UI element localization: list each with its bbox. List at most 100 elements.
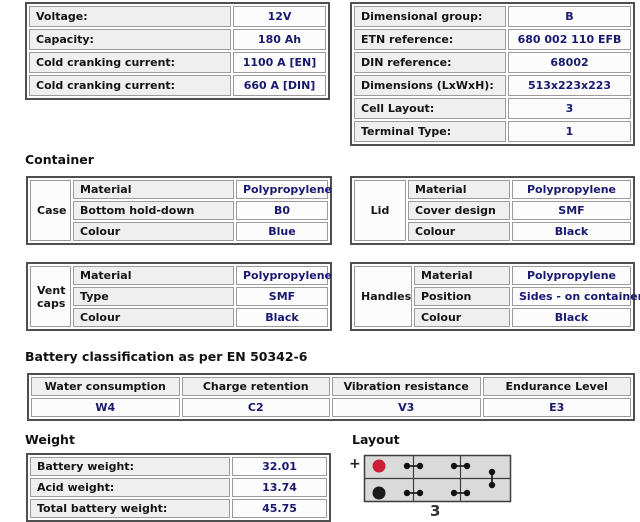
spec-table-general: Voltage: 12V Capacity: 180 Ah Cold crank…: [25, 2, 330, 100]
spec-value: 68002: [508, 52, 631, 73]
positive-terminal-dot: [372, 459, 386, 473]
spec-label: Terminal Type:: [354, 121, 506, 142]
table-row: Colour Black: [354, 308, 631, 327]
table-row: Voltage: 12V: [29, 6, 326, 27]
section-heading-classification: Battery classification as per EN 50342-6: [25, 349, 308, 364]
cell-connector-icon: [403, 462, 424, 470]
property-label: Colour: [73, 308, 234, 327]
spec-label: ETN reference:: [354, 29, 506, 50]
spec-value: 1: [508, 121, 631, 142]
section-heading-container: Container: [25, 152, 94, 167]
property-label: Type: [73, 287, 234, 306]
cell-connectors: [403, 462, 496, 497]
property-label: Colour: [414, 308, 510, 327]
spec-value: 32.01: [232, 457, 327, 476]
container-lid-table: Lid Material Polypropylene Cover design …: [350, 176, 635, 245]
cell-connector-icon: [403, 489, 424, 497]
property-label: Material: [73, 180, 234, 199]
group-cell: Case: [30, 180, 71, 241]
property-label: Material: [73, 266, 234, 285]
spec-value: 1100 A [EN]: [233, 52, 326, 73]
property-label: Material: [414, 266, 510, 285]
container-vent-caps-table: Vent caps Material Polypropylene Type SM…: [26, 262, 332, 331]
table-row: Colour Black: [30, 308, 328, 327]
property-value: B0: [236, 201, 328, 220]
spec-label: Dimensional group:: [354, 6, 506, 27]
classification-table: Water consumption Charge retention Vibra…: [27, 373, 635, 421]
property-value: SMF: [512, 201, 631, 220]
cell-connector-icon: [450, 489, 471, 497]
group-cell: Vent caps: [30, 266, 71, 327]
property-label: Cover design: [408, 201, 510, 220]
spec-label: Cold cranking current:: [29, 75, 231, 96]
spec-label: Capacity:: [29, 29, 231, 50]
spec-value: 3: [508, 98, 631, 119]
property-value: Black: [236, 308, 328, 327]
spec-value: 660 A [DIN]: [233, 75, 326, 96]
spec-label: Dimensions (LxWxH):: [354, 75, 506, 96]
spec-value: 680 002 110 EFB: [508, 29, 631, 50]
table-header-row: Water consumption Charge retention Vibra…: [31, 377, 631, 396]
cell-connector-icon: [488, 468, 496, 489]
property-value: Black: [512, 222, 631, 241]
group-cell: Lid: [354, 180, 406, 241]
classification-value: V3: [332, 398, 481, 417]
table-row: Acid weight: 13.74: [30, 478, 327, 497]
group-cell: Handles: [354, 266, 412, 327]
table-row: Position Sides - on container: [354, 287, 640, 306]
spec-label: DIN reference:: [354, 52, 506, 73]
negative-terminal-dot: [372, 486, 386, 500]
property-label: Colour: [73, 222, 234, 241]
spec-value: B: [508, 6, 631, 27]
property-value: Polypropylene: [236, 180, 332, 199]
column-header: Water consumption: [31, 377, 180, 396]
table-row: ETN reference: 680 002 110 EFB: [354, 29, 631, 50]
table-row: Lid Material Polypropylene: [354, 180, 631, 241]
table-row: Type SMF: [30, 287, 328, 306]
clipped-text-fragment: 3: [430, 502, 441, 520]
spec-label: Total battery weight:: [30, 499, 230, 518]
classification-value: E3: [482, 398, 631, 417]
spec-label: Battery weight:: [30, 457, 230, 476]
spec-value: 180 Ah: [233, 29, 326, 50]
spec-label: Voltage:: [29, 6, 231, 27]
plus-sign: +: [349, 456, 361, 472]
property-value: Blue: [236, 222, 328, 241]
table-row: Colour Blue: [30, 222, 328, 241]
property-value: SMF: [236, 287, 328, 306]
table-row: Cold cranking current: 1100 A [EN]: [29, 52, 326, 73]
section-heading-layout: Layout: [352, 432, 400, 447]
column-header: Vibration resistance: [332, 377, 481, 396]
table-row: Colour Black: [354, 222, 631, 241]
table-row: Battery weight: 32.01: [30, 457, 327, 476]
table-row: Cell Layout: 3: [354, 98, 631, 119]
section-heading-weight: Weight: [25, 432, 75, 447]
property-value: Sides - on container: [512, 287, 640, 306]
cell-connector-icon: [450, 462, 471, 470]
spec-label: Acid weight:: [30, 478, 230, 497]
table-row: Capacity: 180 Ah: [29, 29, 326, 50]
table-row: Bottom hold-down B0: [30, 201, 328, 220]
table-row: Case Material Polypropylene: [30, 180, 332, 241]
battery-layout-diagram: +: [349, 454, 512, 503]
property-value: Black: [512, 308, 631, 327]
table-row: Cold cranking current: 660 A [DIN]: [29, 75, 326, 96]
container-case-table: Case Material Polypropylene Bottom hold-…: [26, 176, 332, 245]
spec-label: Cold cranking current:: [29, 52, 231, 73]
column-header: Charge retention: [181, 377, 330, 396]
property-value: Polypropylene: [512, 266, 631, 285]
table-row: Handles Material Polypropylene: [354, 266, 631, 327]
property-label: Material: [408, 180, 510, 199]
table-row: W4 C2 V3 E3: [31, 398, 631, 417]
property-label: Colour: [408, 222, 510, 241]
property-value: Polypropylene: [512, 180, 631, 199]
table-row: Vent caps Material Polypropylene: [30, 266, 332, 327]
spec-value: 513x223x223: [508, 75, 631, 96]
spec-value: 12V: [233, 6, 326, 27]
spec-label: Cell Layout:: [354, 98, 506, 119]
table-row: Dimensions (LxWxH): 513x223x223: [354, 75, 631, 96]
table-row: Dimensional group: B: [354, 6, 631, 27]
table-row: Total battery weight: 45.75: [30, 499, 327, 518]
property-label: Bottom hold-down: [73, 201, 234, 220]
container-handles-table: Handles Material Polypropylene Position …: [350, 262, 640, 331]
